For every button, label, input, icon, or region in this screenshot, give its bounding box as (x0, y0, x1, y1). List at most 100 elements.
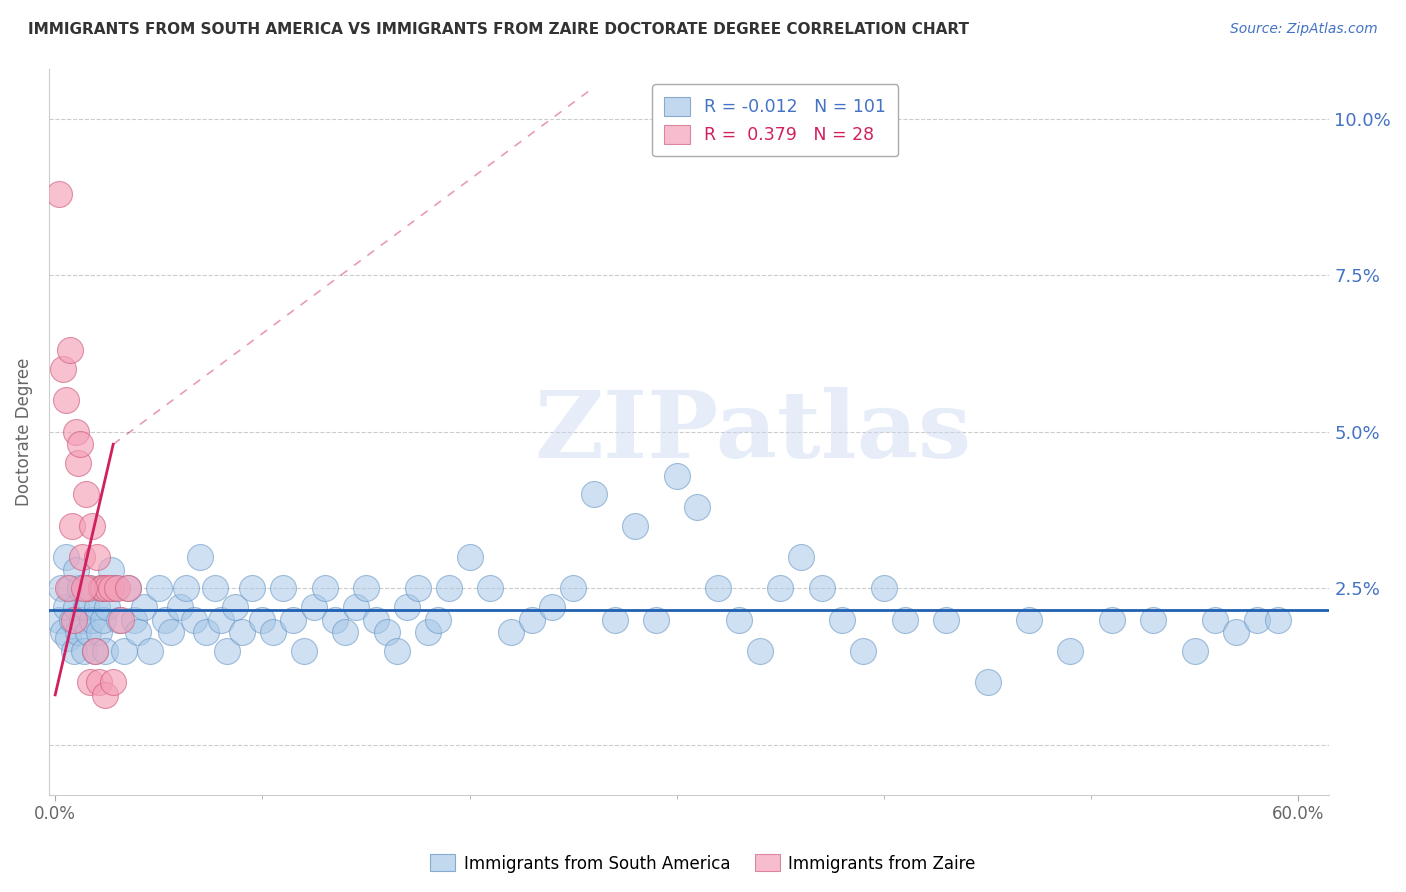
Point (479, 582, 502, 596)
Point (94, 688, 117, 702)
Point (1142, 613, 1164, 627)
Point (541, 600, 564, 615)
Point (302, 600, 325, 615)
Point (976, 675, 998, 690)
Point (314, 582, 336, 596)
Point (75, 487, 97, 501)
Point (427, 613, 450, 627)
Point (603, 613, 626, 627)
Point (396, 600, 419, 615)
Point (935, 613, 957, 627)
Point (385, 644, 408, 658)
Point (645, 613, 668, 627)
Point (499, 625, 522, 640)
Point (66, 456, 89, 470)
Point (582, 487, 605, 501)
Point (323, 613, 346, 627)
Point (87, 625, 110, 640)
Point (65, 425, 87, 439)
Point (790, 550, 813, 565)
Legend: Immigrants from South America, Immigrants from Zaire: Immigrants from South America, Immigrant… (423, 847, 983, 880)
Point (48, 186, 70, 201)
Point (86, 550, 108, 565)
Point (56, 582, 79, 596)
Point (105, 582, 128, 596)
Point (63, 644, 86, 658)
Point (52, 625, 75, 640)
Point (91, 582, 114, 596)
Point (103, 675, 125, 690)
Point (90, 582, 112, 596)
Point (217, 644, 239, 658)
Point (852, 644, 875, 658)
Point (224, 600, 246, 615)
Point (204, 582, 226, 596)
Point (65, 563, 87, 577)
Point (82, 613, 104, 627)
Point (271, 582, 294, 596)
Point (83, 644, 105, 658)
Point (437, 582, 460, 596)
Point (48, 613, 70, 627)
Point (240, 582, 263, 596)
Point (174, 582, 197, 596)
Point (82, 518, 104, 533)
Point (1184, 644, 1206, 658)
Point (252, 613, 274, 627)
Point (56, 632, 79, 646)
Point (70, 613, 93, 627)
Point (183, 613, 205, 627)
Point (127, 625, 149, 640)
Point (406, 582, 429, 596)
Point (117, 582, 139, 596)
Point (1225, 625, 1247, 640)
Point (707, 582, 730, 596)
Point (100, 563, 122, 577)
Point (292, 644, 315, 658)
Point (87, 675, 110, 690)
Point (148, 582, 170, 596)
Point (59, 343, 82, 358)
Point (1101, 613, 1123, 627)
Point (52, 362, 75, 376)
Text: IMMIGRANTS FROM SOUTH AMERICA VS IMMIGRANTS FROM ZAIRE DOCTORATE DEGREE CORRELAT: IMMIGRANTS FROM SOUTH AMERICA VS IMMIGRA… (28, 22, 969, 37)
Point (624, 518, 647, 533)
Point (335, 625, 357, 640)
Point (1018, 613, 1040, 627)
Point (686, 500, 709, 514)
Point (458, 550, 481, 565)
Point (83, 644, 105, 658)
Point (59, 582, 82, 596)
Point (100, 582, 122, 596)
Point (344, 600, 367, 615)
Point (153, 613, 176, 627)
Point (108, 613, 131, 627)
Point (169, 600, 191, 615)
Point (562, 582, 585, 596)
Point (117, 582, 139, 596)
Point (520, 613, 543, 627)
Point (1204, 613, 1226, 627)
Point (665, 468, 688, 483)
Point (94, 644, 117, 658)
Point (1246, 613, 1268, 627)
Point (60, 518, 83, 533)
Point (96, 582, 118, 596)
Point (60, 613, 83, 627)
Text: Source: ZipAtlas.com: Source: ZipAtlas.com (1230, 22, 1378, 37)
Point (65, 600, 87, 615)
Point (893, 613, 915, 627)
Point (1059, 644, 1081, 658)
Point (79, 675, 101, 690)
Point (416, 625, 439, 640)
Point (73, 644, 96, 658)
Point (69, 582, 91, 596)
Point (231, 625, 253, 640)
Point (134, 600, 156, 615)
Point (209, 613, 232, 627)
Point (188, 550, 211, 565)
Point (375, 625, 398, 640)
Point (75, 600, 97, 615)
Point (55, 550, 77, 565)
Point (51, 582, 73, 596)
